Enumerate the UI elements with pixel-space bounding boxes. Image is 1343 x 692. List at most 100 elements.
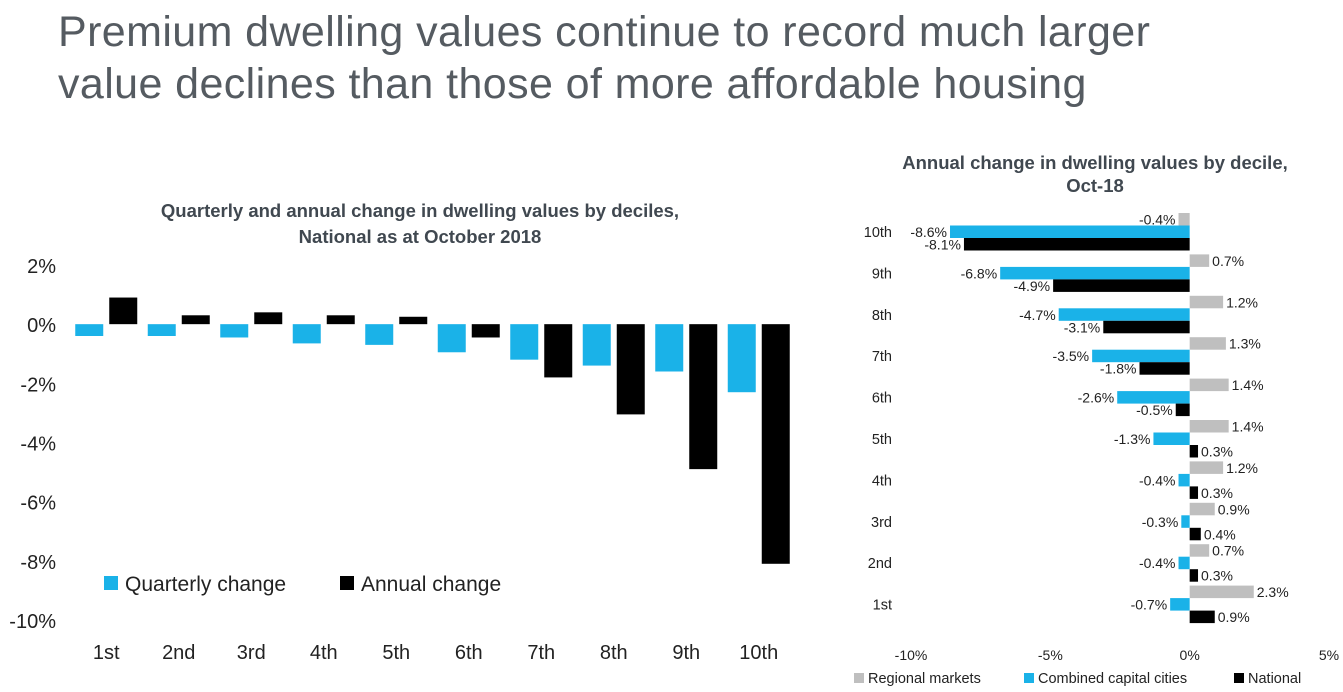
capital-bar-6th — [1117, 391, 1190, 404]
y-category-label-9th: 9th — [872, 266, 892, 282]
regional-label-7th: 1.3% — [1229, 336, 1261, 352]
regional-label-2nd: 0.7% — [1212, 543, 1244, 559]
quarterly-bar-10th — [727, 324, 756, 393]
y-tick-label: 0% — [27, 315, 56, 337]
right-chart-title-line-2: Oct-18 — [1066, 175, 1124, 196]
regional-label-9th: 0.7% — [1212, 253, 1244, 269]
regional-bar-2nd — [1189, 544, 1210, 557]
regional-bar-8th — [1189, 295, 1224, 309]
national-bar-5th — [1189, 445, 1199, 458]
y-tick-label: -2% — [20, 374, 56, 396]
legend-label-national: National — [1248, 671, 1301, 687]
capital-bar-7th — [1092, 349, 1190, 363]
capital-label-3rd: -0.3% — [1142, 514, 1179, 530]
y-category-label-1st: 1st — [873, 598, 892, 614]
regional-bar-9th — [1189, 254, 1210, 267]
national-label-7th: -1.8% — [1100, 361, 1137, 377]
regional-bar-6th — [1189, 378, 1229, 392]
annual-bar-3rd — [254, 312, 283, 325]
quarterly-annual-chart: Quarterly and annual change in dwelling … — [9, 200, 790, 664]
quarterly-bar-2nd — [147, 324, 176, 336]
national-bar-10th — [963, 238, 1190, 251]
capital-bar-2nd — [1178, 556, 1190, 570]
regional-label-5th: 1.4% — [1232, 419, 1264, 435]
x-tick-label-3rd: 3rd — [237, 642, 266, 664]
y-tick-label: 2% — [27, 256, 56, 278]
page-title: Premium dwelling values continue to reco… — [58, 6, 1318, 110]
legend-label-capital: Combined capital cities — [1038, 671, 1187, 687]
regional-label-8th: 1.2% — [1226, 294, 1258, 310]
x-tick-label-7th: 7th — [527, 642, 555, 664]
national-bar-4th — [1189, 486, 1199, 499]
x-tick-label-8th: 8th — [600, 642, 628, 664]
x-tick-label-6th: 6th — [455, 642, 483, 664]
x-tick-label-10th: 10th — [739, 642, 778, 664]
legend-label-annual: Annual change — [361, 573, 501, 596]
capital-label-6th: -2.6% — [1078, 390, 1115, 406]
national-label-8th: -3.1% — [1064, 319, 1101, 335]
legend-swatch-capital — [1024, 673, 1034, 683]
regional-label-3rd: 0.9% — [1218, 501, 1250, 517]
quarterly-bar-7th — [510, 324, 539, 360]
annual-bar-10th — [761, 324, 790, 564]
national-bar-8th — [1103, 320, 1190, 334]
regional-label-4th: 1.2% — [1226, 460, 1258, 476]
capital-bar-1st — [1170, 598, 1190, 611]
quarterly-bar-6th — [437, 324, 466, 353]
page-title-line-1: Premium dwelling values continue to reco… — [58, 8, 1151, 56]
capital-bar-9th — [1000, 266, 1190, 280]
y-category-label-6th: 6th — [872, 391, 892, 407]
annual-bar-6th — [471, 324, 500, 338]
capital-bar-5th — [1153, 432, 1190, 445]
y-category-label-4th: 4th — [872, 473, 892, 489]
regional-label-1st: 2.3% — [1257, 584, 1289, 600]
quarterly-bar-1st — [75, 324, 104, 336]
y-category-label-5th: 5th — [872, 432, 892, 448]
y-category-label-10th: 10th — [864, 225, 892, 241]
national-bar-9th — [1053, 279, 1190, 292]
capital-label-8th: -4.7% — [1019, 307, 1056, 323]
y-tick-label: -4% — [20, 434, 56, 456]
legend-label-regional: Regional markets — [868, 671, 981, 687]
y-category-label-8th: 8th — [872, 308, 892, 324]
annual-bar-8th — [616, 324, 645, 415]
annual-bar-4th — [326, 315, 355, 325]
capital-label-10th: -8.6% — [910, 224, 947, 240]
y-category-label-3rd: 3rd — [871, 515, 892, 531]
capital-label-1st: -0.7% — [1131, 597, 1168, 613]
chart-title-line-1: Quarterly and annual change in dwelling … — [161, 200, 679, 221]
national-bar-3rd — [1189, 527, 1201, 541]
y-category-label-2nd: 2nd — [868, 556, 892, 572]
regional-label-10th: -0.4% — [1139, 212, 1176, 228]
capital-label-7th: -3.5% — [1053, 348, 1090, 364]
annual-bar-1st — [109, 297, 138, 325]
capital-label-4th: -0.4% — [1139, 472, 1176, 488]
national-label-1st: 0.9% — [1218, 609, 1250, 625]
regional-bar-10th — [1178, 213, 1190, 226]
capital-label-9th: -6.8% — [961, 265, 998, 281]
regional-label-6th: 1.4% — [1232, 377, 1264, 393]
regional-bar-1st — [1189, 585, 1254, 599]
quarterly-bar-8th — [582, 324, 611, 366]
x-tick-label-1st: 1st — [93, 642, 120, 664]
quarterly-bar-5th — [365, 324, 394, 345]
y-tick-label: -6% — [20, 493, 56, 515]
y-tick-label: -8% — [20, 552, 56, 574]
regional-bar-7th — [1189, 337, 1226, 350]
quarterly-bar-9th — [655, 324, 684, 372]
national-label-9th: -4.9% — [1014, 278, 1051, 294]
annual-bar-9th — [689, 324, 718, 470]
national-label-2nd: 0.3% — [1201, 568, 1233, 584]
right-chart-title-line-1: Annual change in dwelling values by deci… — [902, 152, 1288, 173]
national-label-6th: -0.5% — [1136, 402, 1173, 418]
x-tick-label: 5% — [1319, 647, 1339, 663]
capital-bar-10th — [950, 225, 1190, 238]
national-label-3rd: 0.4% — [1204, 526, 1236, 542]
national-bar-1st — [1189, 610, 1215, 624]
capital-bar-8th — [1058, 308, 1190, 321]
national-label-5th: 0.3% — [1201, 444, 1233, 460]
national-bar-2nd — [1189, 569, 1199, 582]
page-title-line-2: value declines than those of more afford… — [58, 60, 1087, 108]
legend-swatch-quarterly — [104, 576, 118, 590]
national-label-10th: -8.1% — [924, 237, 961, 253]
